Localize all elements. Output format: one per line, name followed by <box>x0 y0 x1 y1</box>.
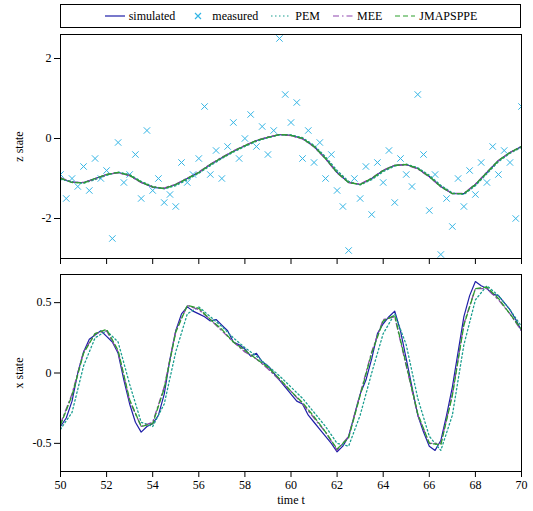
html-text:measured: measured <box>212 8 259 23</box>
svg-text:54: 54 <box>147 478 159 492</box>
svg-text:time t: time t <box>277 493 305 507</box>
svg-text:0: 0 <box>46 131 52 145</box>
svg-text:64: 64 <box>377 478 389 492</box>
svg-text:50: 50 <box>55 478 67 492</box>
svg-text:56: 56 <box>193 478 205 492</box>
svg-text:68: 68 <box>469 478 481 492</box>
html-text:MEE: MEE <box>357 8 383 23</box>
svg-text:-2: -2 <box>42 211 52 225</box>
svg-text:66: 66 <box>423 478 435 492</box>
svg-text:62: 62 <box>331 478 343 492</box>
svg-text:60: 60 <box>285 478 297 492</box>
svg-text:x state: x state <box>12 358 26 389</box>
svg-text:2: 2 <box>46 51 52 65</box>
html-text:JMAPSPPE: JMAPSPPE <box>419 8 478 23</box>
svg-text:70: 70 <box>516 478 528 492</box>
svg-text:z state: z state <box>12 131 26 161</box>
html-text:simulated: simulated <box>128 8 176 23</box>
svg-text:0.5: 0.5 <box>37 295 52 309</box>
svg-text:52: 52 <box>101 478 113 492</box>
html-text:PEM: PEM <box>295 8 320 23</box>
svg-text:58: 58 <box>239 478 251 492</box>
svg-text:-0.5: -0.5 <box>33 436 52 450</box>
svg-text:0: 0 <box>46 366 52 380</box>
